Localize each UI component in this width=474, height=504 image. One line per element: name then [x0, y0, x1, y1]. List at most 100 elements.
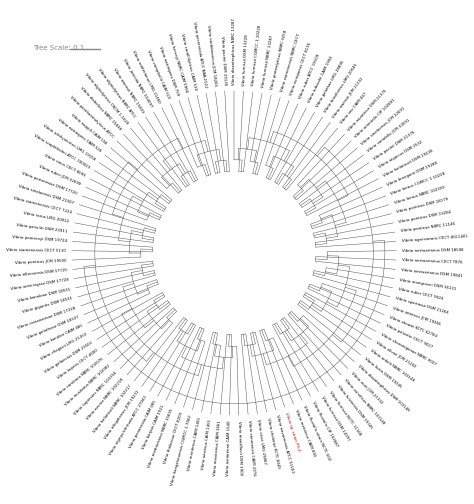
Text: Vibrio furnissii NBRC 13287: Vibrio furnissii NBRC 13287 — [261, 35, 274, 88]
Text: Vibrio sinus CECT 8093: Vibrio sinus CECT 8093 — [44, 154, 86, 178]
Text: Vibrio ezurae NBRC 102218: Vibrio ezurae NBRC 102218 — [86, 378, 125, 421]
Text: Vibrio nigripulchritudo ATCC 27043: Vibrio nigripulchritudo ATCC 27043 — [109, 395, 148, 456]
Text: Vibrio cholerae KCTC 8645: Vibrio cholerae KCTC 8645 — [266, 417, 280, 469]
Text: Vibrio spartinae DSM 21264: Vibrio spartinae DSM 21264 — [395, 296, 449, 315]
Text: Vibrio diazotrophicus DSM 103148: Vibrio diazotrophicus DSM 103148 — [357, 364, 410, 412]
Text: Vibrio ruber ATCC 19109: Vibrio ruber ATCC 19109 — [298, 53, 321, 99]
Text: Vibrio pectenicida ATCC BAA-2122: Vibrio pectenicida ATCC BAA-2122 — [191, 21, 207, 88]
Text: Vibrio diazotrophicus NBRC 13287: Vibrio diazotrophicus NBRC 13287 — [232, 18, 236, 85]
Text: Vibrio kanaloae DSM 18531: Vibrio kanaloae DSM 18531 — [17, 287, 71, 302]
Text: Vibrio mexicanus CAIM 1661: Vibrio mexicanus CAIM 1661 — [213, 420, 221, 476]
Text: Vibrio aestuarianus DSM 18598: Vibrio aestuarianus DSM 18598 — [402, 248, 464, 253]
Text: Vibrio tubiashii CAIM 1904: Vibrio tubiashii CAIM 1904 — [307, 55, 334, 104]
Text: Vibrio metoicus CAIM 892: Vibrio metoicus CAIM 892 — [293, 408, 316, 457]
Text: Vibrio thalassae CECT 8203: Vibrio thalassae CECT 8203 — [163, 412, 183, 465]
Text: Vibrio ishigakensis JCM 19231: Vibrio ishigakensis JCM 19231 — [104, 390, 140, 440]
Text: Vibrio areninigrae DSM 17728: Vibrio areninigrae DSM 17728 — [10, 278, 69, 291]
Text: Vibrio fluvialis CIP 102687: Vibrio fluvialis CIP 102687 — [311, 400, 339, 447]
Text: Vibrio halioticoli NBRC 102217: Vibrio halioticoli NBRC 102217 — [92, 384, 132, 434]
Text: Vibrio superstes NBRC 103154: Vibrio superstes NBRC 103154 — [73, 371, 118, 416]
Text: Vibrio furnissii DSM 13228: Vibrio furnissii DSM 13228 — [242, 34, 249, 86]
Text: Vibrio halioticoli DSM 19228: Vibrio halioticoli DSM 19228 — [383, 149, 434, 178]
Text: Vibrio pacinii DSM 21376: Vibrio pacinii DSM 21376 — [373, 131, 415, 161]
Text: Vibrio ponticus DSM 13284: Vibrio ponticus DSM 13284 — [399, 210, 452, 224]
Text: Vibrio mangrovei DSM 16131: Vibrio mangrovei DSM 16131 — [400, 278, 457, 291]
Text: Vibrio jasicida NBRC 104097: Vibrio jasicida NBRC 104097 — [122, 58, 153, 108]
Text: Vibrio breoganii DSM 19288: Vibrio breoganii DSM 19288 — [387, 161, 438, 187]
Text: Vibrio alginolyticus CNCM 1-1629: Vibrio alginolyticus CNCM 1-1629 — [84, 72, 128, 125]
Text: Vibrio xiamenensis CECT 5110: Vibrio xiamenensis CECT 5110 — [6, 248, 66, 253]
Text: Vibrio pomeroyi DSM 19724: Vibrio pomeroyi DSM 19724 — [11, 235, 67, 243]
Text: Vibrio ruber JCM 32699: Vibrio ruber JCM 32699 — [38, 165, 82, 187]
Text: Vibrio rarus LMG 20912: Vibrio rarus LMG 20912 — [23, 211, 70, 224]
Text: Vibrio intemus JCM 19456: Vibrio intemus JCM 19456 — [392, 306, 441, 326]
Text: Vibrio crassostreae DSM 17228: Vibrio crassostreae DSM 17228 — [17, 306, 76, 330]
Text: Vibrio porteresiae DSM 17720: Vibrio porteresiae DSM 17720 — [21, 171, 78, 196]
Text: Vibrio ruber CECT 9026: Vibrio ruber CECT 9026 — [398, 287, 443, 301]
Text: Vibrio mediterranei NBRC 15635: Vibrio mediterranei NBRC 15635 — [148, 408, 174, 469]
Text: Vibrio olivae JCM 21262: Vibrio olivae JCM 21262 — [375, 341, 417, 369]
Text: Vibrio penaeicida CAIM 285: Vibrio penaeicida CAIM 285 — [128, 400, 157, 450]
Text: Vibrio rotiferianus LMG 21460: Vibrio rotiferianus LMG 21460 — [131, 49, 161, 104]
Text: Vibrio maritimus CAIM 1455: Vibrio maritimus CAIM 1455 — [188, 417, 202, 471]
Text: Vibrio kanaloe CAIM 485: Vibrio kanaloe CAIM 485 — [39, 324, 83, 348]
Text: Vibrio panuliri DSM 23911: Vibrio panuliri DSM 23911 — [17, 223, 68, 233]
Text: Vibrio nappili CAIM 558: Vibrio nappili CAIM 558 — [71, 113, 108, 146]
Text: Vibrio fortis DSM 19345: Vibrio fortis DSM 19345 — [364, 357, 402, 389]
Text: Vibrio owensii JCM 21332: Vibrio owensii JCM 21332 — [332, 77, 365, 119]
Text: Vibrio lentus NBRC 102359: Vibrio lentus NBRC 102359 — [394, 185, 445, 205]
Text: Vibrio fulviensis DSM 19345: Vibrio fulviensis DSM 19345 — [336, 384, 373, 430]
Text: Vibrio zhuwei KCTC 62784: Vibrio zhuwei KCTC 62784 — [389, 315, 438, 338]
Text: Vibrio pacinii DSM 19139: Vibrio pacinii DSM 19139 — [219, 36, 227, 86]
Text: Vibrio cicici LMG 29867: Vibrio cicici LMG 29867 — [256, 419, 267, 465]
Text: Vibrio coralliilyticus CAIM 530: Vibrio coralliilyticus CAIM 530 — [181, 33, 198, 90]
Text: Vibrio tapetis CECT 4600: Vibrio tapetis CECT 4600 — [56, 349, 99, 381]
Text: Vibrio ichthyoenteri LMG 19158: Vibrio ichthyoenteri LMG 19158 — [42, 123, 96, 161]
Text: Vibrio ordalii NBRC 103148: Vibrio ordalii NBRC 103148 — [370, 349, 415, 383]
Text: Vibrio hangzhouensis CGMCC 1.7062: Vibrio hangzhouensis CGMCC 1.7062 — [171, 415, 193, 486]
Text: Vibrio galatheae DSM 18537: Vibrio galatheae DSM 18537 — [27, 315, 80, 340]
Text: Vibrio harveyi NBRC CAIM 1964: Vibrio harveyi NBRC CAIM 1964 — [167, 33, 188, 93]
Text: Vibrio aquaticus DSM 21376: Vibrio aquaticus DSM 21376 — [347, 88, 388, 132]
Text: Vibrio inusitatus NBRC 102082: Vibrio inusitatus NBRC 102082 — [64, 364, 111, 407]
Text: Vibrio ponticus JCM 19500: Vibrio ponticus JCM 19500 — [15, 258, 66, 265]
Text: Vibrio caribbeanicus JCM 18265: Vibrio caribbeanicus JCM 18265 — [206, 25, 217, 87]
Text: Vibrio aestivus CAIM 1455: Vibrio aestivus CAIM 1455 — [201, 419, 212, 470]
Text: Vibrio xiamenensis CECT 7224: Vibrio xiamenensis CECT 7224 — [13, 196, 72, 214]
Text: Vibrio mansflavii DSM 1900: Vibrio mansflavii DSM 1900 — [237, 421, 243, 475]
Text: Vibrio choroteganae NBRC 9027: Vibrio choroteganae NBRC 9027 — [380, 332, 437, 366]
Text: Vibrio xeu CAIM 467: Vibrio xeu CAIM 467 — [339, 92, 368, 125]
Text: Vibrio vulnificus NBRC 103148: Vibrio vulnificus NBRC 103148 — [343, 378, 385, 425]
Text: Vibrio diabolicus NBRC 15838: Vibrio diabolicus NBRC 15838 — [79, 86, 121, 132]
Text: Vibrio barjaei CAIM 1921: Vibrio barjaei CAIM 1921 — [142, 405, 165, 450]
Text: Vibrio ponticus DSM 18179: Vibrio ponticus DSM 18179 — [396, 198, 449, 214]
Text: Tree Scale: 0.1: Tree Scale: 0.1 — [33, 45, 85, 51]
Text: Vibrio fluvialis strain NCTC 602: Vibrio fluvialis strain NCTC 602 — [302, 405, 331, 461]
Text: Vibrio furnissii CGMCC 1.10228: Vibrio furnissii CGMCC 1.10228 — [251, 25, 263, 87]
Text: Vibrio aestuarianus CECT T876: Vibrio aestuarianus CECT T876 — [401, 258, 462, 265]
Text: Vibrio brasiliensis LMG 20546: Vibrio brasiliensis LMG 20546 — [324, 62, 359, 113]
Text: Vibrio sinaloensis JCM 32691: Vibrio sinaloensis JCM 32691 — [360, 106, 406, 146]
Text: Vibrio campbellii CAIM 519: Vibrio campbellii CAIM 519 — [146, 49, 170, 99]
Text: Vibrio alfacsensis DSM 17725: Vibrio alfacsensis DSM 17725 — [9, 268, 67, 278]
Text: Vibrio owensii NBRC 15839: Vibrio owensii NBRC 15839 — [112, 67, 144, 113]
Text: Vibrio parahaemolyticus ATCC: Vibrio parahaemolyticus ATCC — [69, 95, 114, 139]
Text: Vibrio gigantis DSM 18531: Vibrio gigantis DSM 18531 — [22, 296, 73, 314]
Text: Vibrio sinaloensis DSM 21507: Vibrio sinaloensis DSM 21507 — [18, 184, 74, 205]
Text: Vibrio navarrensis ATCC 51183: Vibrio navarrensis ATCC 51183 — [275, 415, 294, 474]
Text: Vibrio variabilis JCM 32691: Vibrio variabilis JCM 32691 — [366, 118, 411, 153]
Text: Vibrio palustre CECT 9027: Vibrio palustre CECT 9027 — [384, 324, 433, 350]
Text: Vibrio sonorensis CAIM 1076: Vibrio sonorensis CAIM 1076 — [246, 420, 255, 476]
Text: Vibrio alginolyticus NBRC ATCC: Vibrio alginolyticus NBRC ATCC — [97, 68, 136, 119]
Text: Vibrio furnissii DSM 14397: Vibrio furnissii DSM 14397 — [320, 395, 350, 442]
Text: Vibrio asriarenae CAIM 1540: Vibrio asriarenae CAIM 1540 — [226, 421, 231, 476]
Text: Vibrio aestuarianus DSM 19841: Vibrio aestuarianus DSM 19841 — [401, 268, 463, 278]
Text: Vibrio atypicus DSM 2532: Vibrio atypicus DSM 2532 — [378, 141, 423, 169]
Text: Vibrio gallaecius DSM 23502: Vibrio gallaecius DSM 23502 — [44, 341, 93, 374]
Text: Vibrio galathae LMG 28895: Vibrio galathae LMG 28895 — [316, 60, 346, 108]
Text: Vibrio agarivorans CECT 4611441: Vibrio agarivorans CECT 4611441 — [401, 234, 467, 243]
Text: Vibrio europaeus CECT 8136: Vibrio europaeus CECT 8136 — [289, 42, 312, 96]
Text: Vibrio proteolyticus NBRC 9258: Vibrio proteolyticus NBRC 9258 — [271, 30, 288, 90]
Text: Vibrio scophthalmi ATCC 700023: Vibrio scophthalmi ATCC 700023 — [33, 134, 91, 169]
Text: Vibrio natriegens DSM 759: Vibrio natriegens DSM 759 — [157, 45, 179, 96]
